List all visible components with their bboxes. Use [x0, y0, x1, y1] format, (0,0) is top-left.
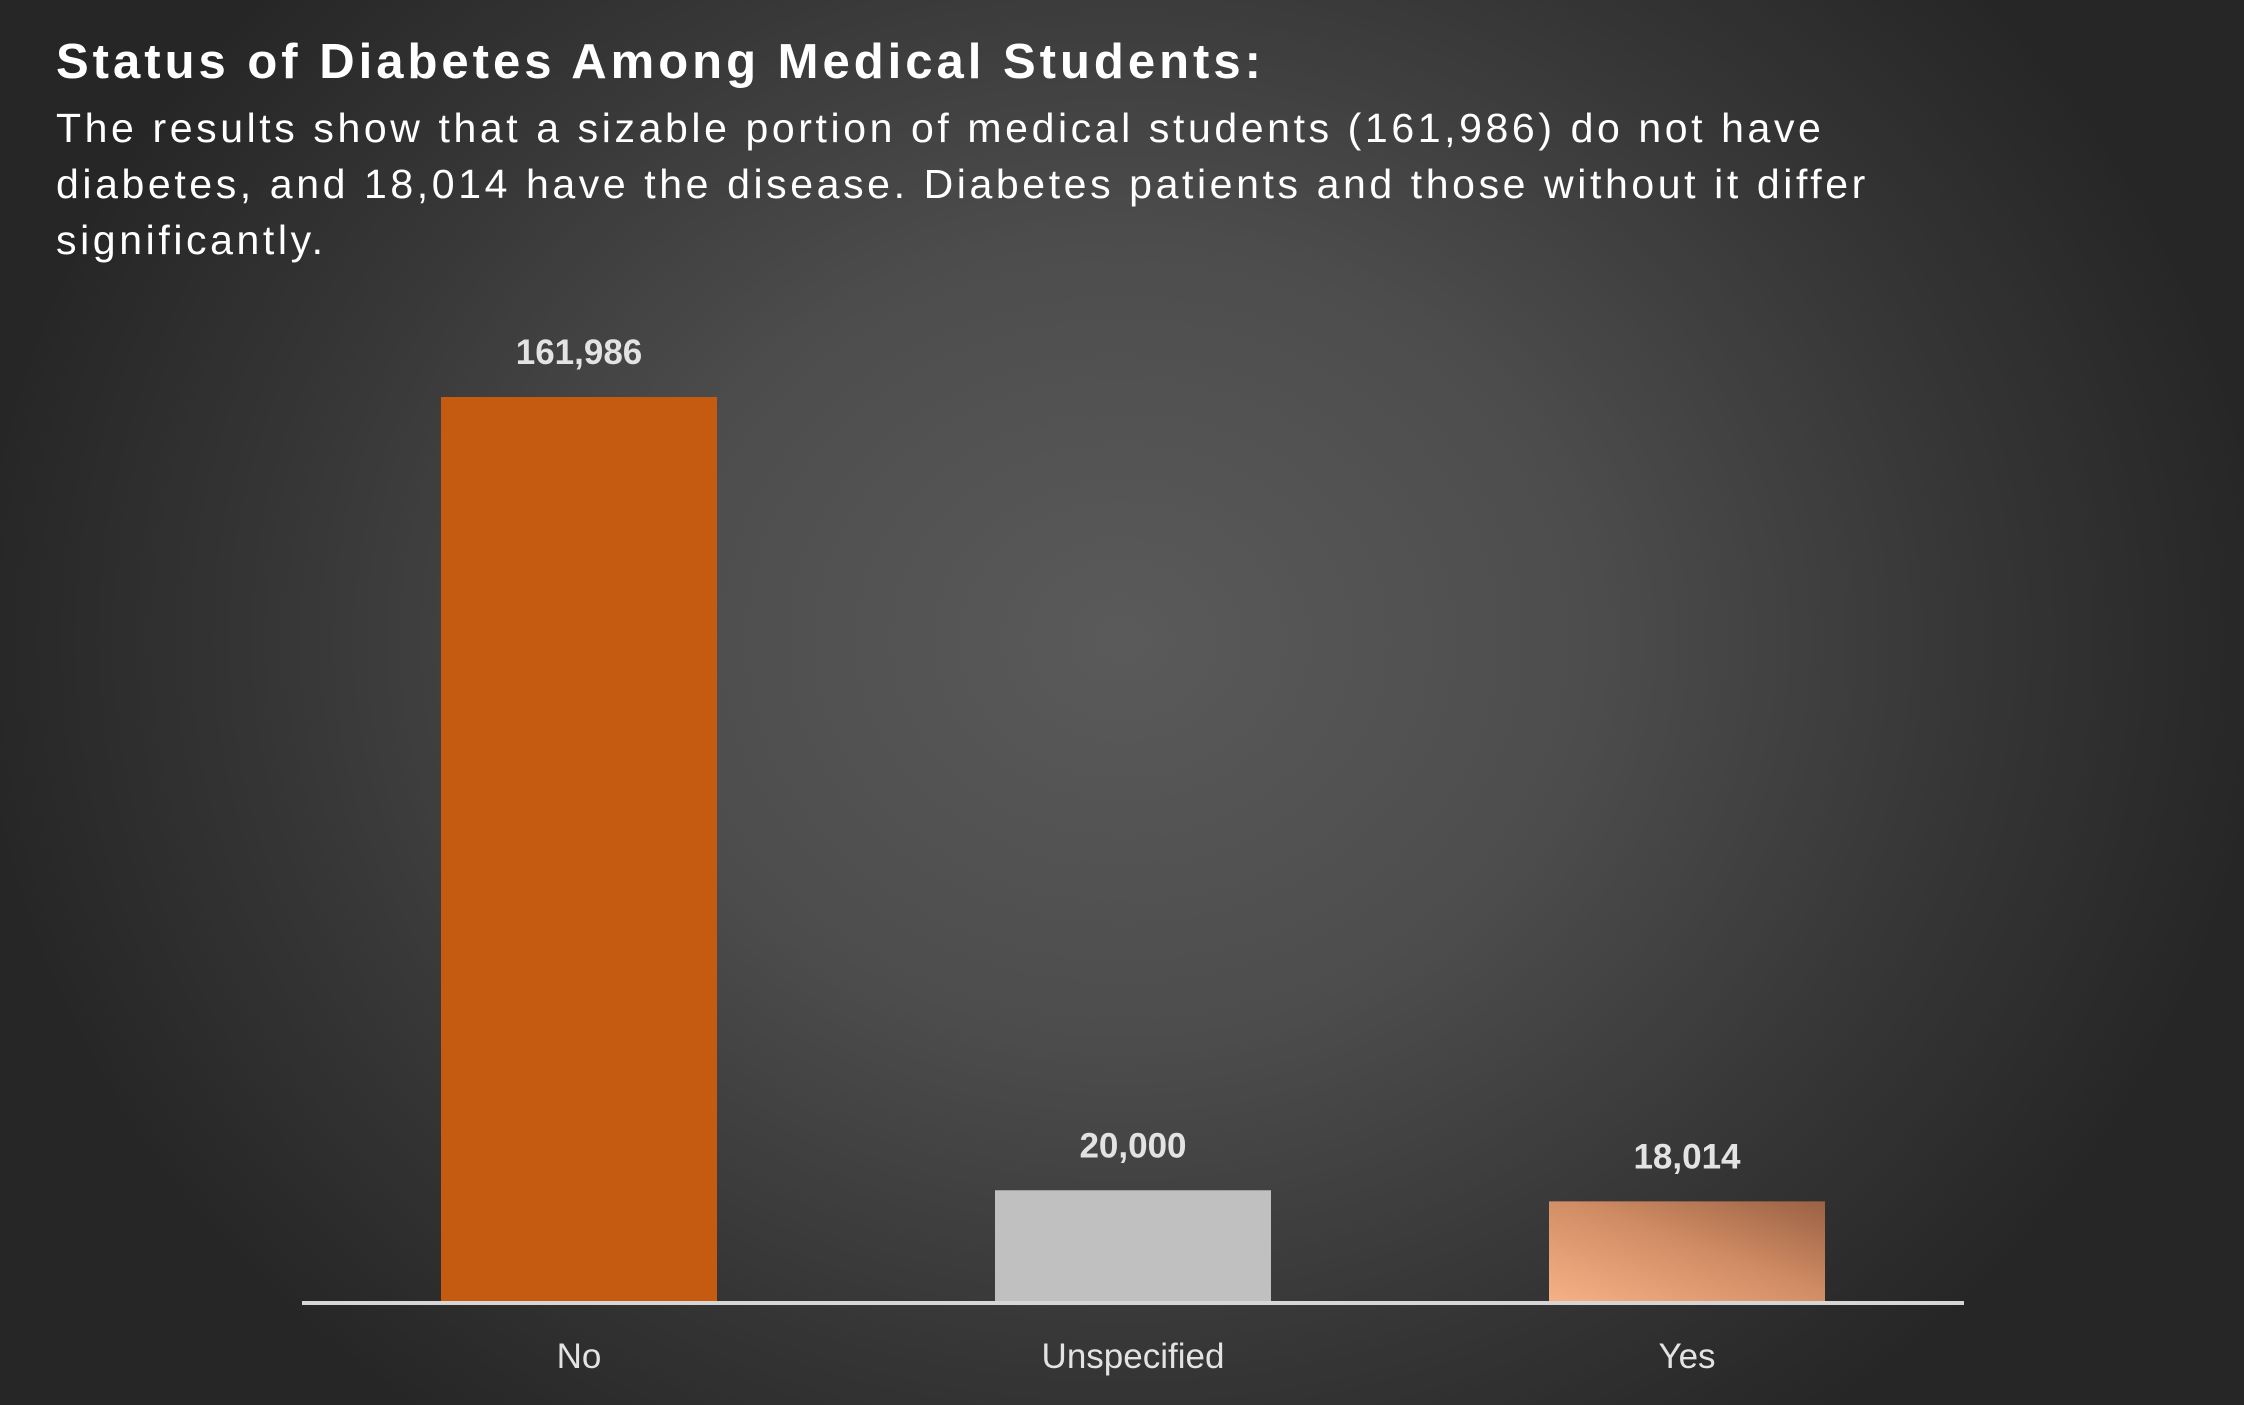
bar-no — [441, 397, 717, 1302]
data-label-no: 161,986 — [516, 333, 643, 372]
bars-layer — [441, 397, 1825, 1302]
chart-subtitle: The results show that a sizable portion … — [56, 105, 1869, 263]
labels-layer: 161,986 No 20,000 Unspecified 18,014 Yes — [516, 333, 1741, 1376]
x-tick-label-unspecified: Unspecified — [1042, 1337, 1225, 1376]
bar-unspecified — [995, 1190, 1271, 1302]
x-tick-label-yes: Yes — [1658, 1337, 1715, 1376]
data-label-unspecified: 20,000 — [1079, 1126, 1186, 1165]
data-label-yes: 18,014 — [1633, 1137, 1741, 1176]
x-tick-label-no: No — [557, 1337, 602, 1376]
chart-title: Status of Diabetes Among Medical Student… — [56, 35, 1265, 89]
bar-yes — [1549, 1201, 1825, 1302]
